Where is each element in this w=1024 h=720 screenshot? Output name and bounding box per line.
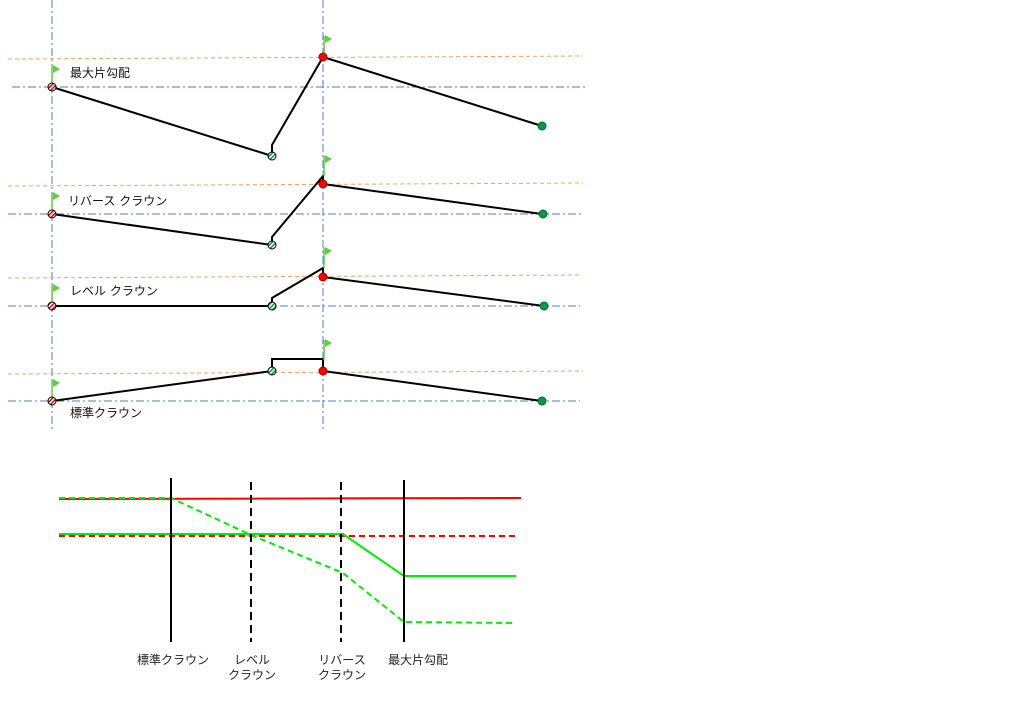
bottom-label-level-crown: レベル クラウン — [227, 653, 276, 682]
hatched-node-icon — [267, 301, 277, 311]
hatched-node-icon — [47, 301, 57, 311]
section-label-max-superelevation: 最大片勾配 — [70, 66, 131, 80]
section-label-level-crown: レベル クラウン — [70, 284, 158, 298]
solid-node-icon — [318, 52, 328, 62]
hatched-node-icon — [47, 396, 57, 406]
solid-node-icon — [318, 179, 328, 189]
solid-node-icon — [539, 301, 549, 311]
section-reverse-crown — [7, 154, 584, 250]
transition-diagram — [58, 478, 522, 642]
flag-icon — [323, 154, 333, 177]
hatched-node-icon — [47, 209, 57, 219]
solid-node-icon — [318, 366, 328, 376]
hatched-node-icon — [47, 82, 57, 92]
green-dashed-profile — [59, 497, 517, 624]
section-label-normal-crown: 標準クラウン — [70, 406, 143, 420]
flag-icon — [323, 246, 333, 269]
flag-icon — [323, 34, 333, 57]
section-label-reverse-crown: リバース クラウン — [68, 194, 168, 208]
bottom-label-reverse-crown: リバース クラウン — [317, 653, 366, 682]
hatched-node-icon — [267, 151, 277, 161]
section-level-crown — [7, 246, 581, 311]
solid-node-icon — [318, 272, 328, 282]
green-solid-profile — [59, 533, 516, 577]
solid-node-icon — [538, 209, 548, 219]
flag-icon — [323, 338, 333, 361]
bottom-label-normal-crown: 標準クラウン — [136, 653, 209, 667]
hatched-node-icon — [267, 240, 277, 250]
red-solid-profile — [58, 497, 522, 500]
solid-node-icon — [537, 396, 547, 406]
bottom-label-max-superelevation: 最大片勾配 — [387, 653, 448, 667]
section-max-superelevation — [7, 34, 585, 161]
solid-node-icon — [537, 121, 547, 131]
hatched-node-icon — [267, 366, 277, 376]
section-normal-crown — [7, 338, 584, 406]
